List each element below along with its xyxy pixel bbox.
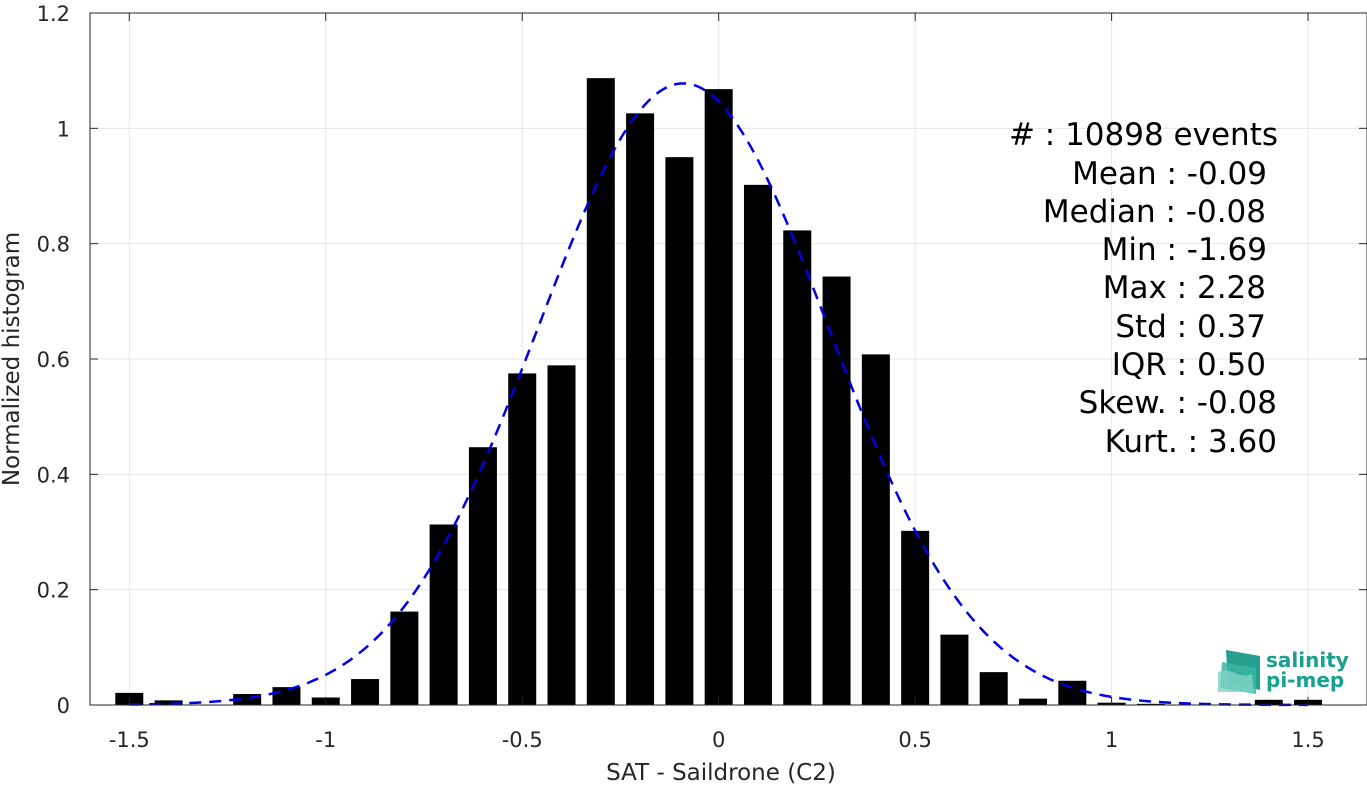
x-tick-label: -1	[315, 728, 336, 752]
stat-kurt: Kurt. : 3.60	[1105, 424, 1277, 460]
stat-skew: Skew. : -0.08	[1079, 385, 1277, 421]
histogram-bar	[468, 447, 497, 705]
logo-text-salinity: salinity	[1266, 648, 1349, 672]
histogram-bar	[704, 89, 733, 706]
y-tick-label: 0	[57, 694, 70, 718]
stat-min: Min : -1.69	[1102, 232, 1267, 268]
histogram-bar	[783, 230, 812, 706]
histogram-bar	[940, 634, 969, 705]
histogram-bar	[154, 700, 183, 705]
axis-ticks: -1.5 -1 -0.5 0 0.5 1 1.5 0 0.2 0.4 0.6 0.8 1 1.2	[37, 2, 1367, 752]
histogram-bar	[390, 611, 419, 705]
histogram-bar	[743, 184, 772, 705]
y-axis-label: Normalized histogram	[0, 232, 25, 486]
stat-mean: Mean : -0.09	[1072, 156, 1267, 192]
histogram-bar	[1254, 699, 1283, 705]
x-tick-label: 1.5	[1291, 728, 1324, 752]
stat-median: Median : -0.08	[1043, 194, 1266, 230]
histogram-bar	[861, 354, 890, 705]
histogram-bar	[1136, 703, 1165, 705]
histogram-bar	[586, 78, 615, 705]
stat-count: # : 10898 events	[1009, 117, 1278, 153]
y-tick-label: 1.2	[37, 2, 70, 26]
wave-logo-icon	[1218, 650, 1260, 694]
stat-std: Std : 0.37	[1115, 309, 1266, 345]
histogram-bar	[508, 373, 537, 705]
stat-iqr: IQR : 0.50	[1112, 347, 1266, 383]
histogram-bar	[626, 113, 655, 706]
histogram-bar	[272, 687, 301, 705]
histogram-bar	[1019, 698, 1048, 705]
x-tick-label: 0	[712, 728, 725, 752]
logo-text-pi-mep: pi-mep	[1266, 668, 1344, 692]
histogram-bar	[429, 524, 458, 705]
stats-annotation: # : 10898 events Mean : -0.09 Median : -…	[1009, 117, 1278, 460]
histogram-bar	[665, 157, 694, 705]
histogram-bar	[822, 276, 851, 705]
histogram-bar	[547, 365, 576, 705]
y-tick-label: 0.8	[37, 233, 70, 257]
x-tick-label: -1.5	[109, 728, 150, 752]
gaussian-fit-curve	[129, 82, 1309, 707]
x-tick-label: -0.5	[502, 728, 543, 752]
x-tick-label: 0.5	[898, 728, 931, 752]
y-tick-label: 0.4	[37, 463, 70, 487]
y-tick-label: 0.6	[37, 348, 70, 372]
histogram-bar	[901, 530, 930, 705]
y-tick-label: 1	[57, 117, 70, 141]
histogram-bar	[979, 672, 1008, 705]
histogram-bars	[115, 78, 1323, 706]
salinity-pi-mep-logo: salinity pi-mep	[1218, 648, 1349, 694]
histogram-bar	[351, 679, 380, 705]
x-tick-label: 1	[1105, 728, 1118, 752]
stat-max: Max : 2.28	[1103, 270, 1266, 306]
x-axis-label: SAT - Saildrone (C2)	[606, 760, 836, 785]
y-tick-label: 0.2	[37, 579, 70, 603]
histogram-bar	[233, 694, 262, 705]
